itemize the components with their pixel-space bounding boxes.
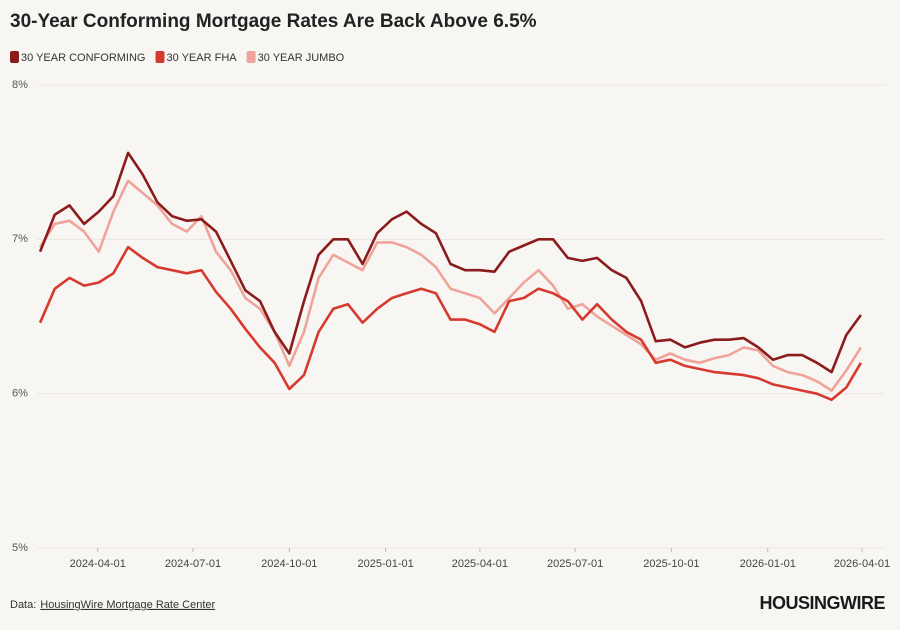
series-line (39, 179, 862, 392)
x-tick-label: 2024-07-01 (165, 558, 221, 570)
y-tick-label: 5% (12, 542, 28, 554)
legend-swatch (155, 51, 165, 63)
chart-title: 30-Year Conforming Mortgage Rates Are Ba… (10, 11, 537, 32)
y-tick-label: 6% (12, 388, 28, 400)
legend: 30 YEAR CONFORMING 30 YEAR FHA 30 YEAR JUM… (10, 51, 345, 64)
series-line (38, 151, 862, 374)
grid: 5% 6% 7% 8% 2024-04-01 2024-07-01 2024-10-01 20… (12, 79, 890, 570)
logo: HOUSINGWIRE (759, 593, 885, 613)
legend-label: 30 YEAR FHA (167, 52, 238, 64)
series-line (38, 245, 863, 402)
y-tick-label: 8% (12, 79, 28, 91)
x-tick-label: 2025-10-01 (643, 558, 699, 570)
source-prefix: Data: (10, 599, 36, 611)
x-tick-label: 2025-01-01 (357, 558, 413, 570)
x-tick-label: 2026-04-01 (834, 558, 890, 570)
x-tick-label: 2025-04-01 (452, 558, 508, 570)
legend-swatch (246, 51, 256, 63)
legend-label: 30 YEAR JUMBO (258, 52, 345, 64)
x-tick-label: 2024-04-01 (70, 558, 126, 570)
x-tick-label: 2024-10-01 (261, 558, 317, 570)
source-link[interactable]: HousingWire Mortgage Rate Center (40, 599, 215, 611)
x-tick-label: 2026-01-01 (740, 558, 796, 570)
lines (38, 151, 863, 402)
legend-swatch (10, 51, 19, 63)
legend-label: 30 YEAR CONFORMING (21, 52, 146, 64)
x-tick-label: 2025-07-01 (547, 558, 603, 570)
y-tick-label: 7% (12, 233, 28, 245)
